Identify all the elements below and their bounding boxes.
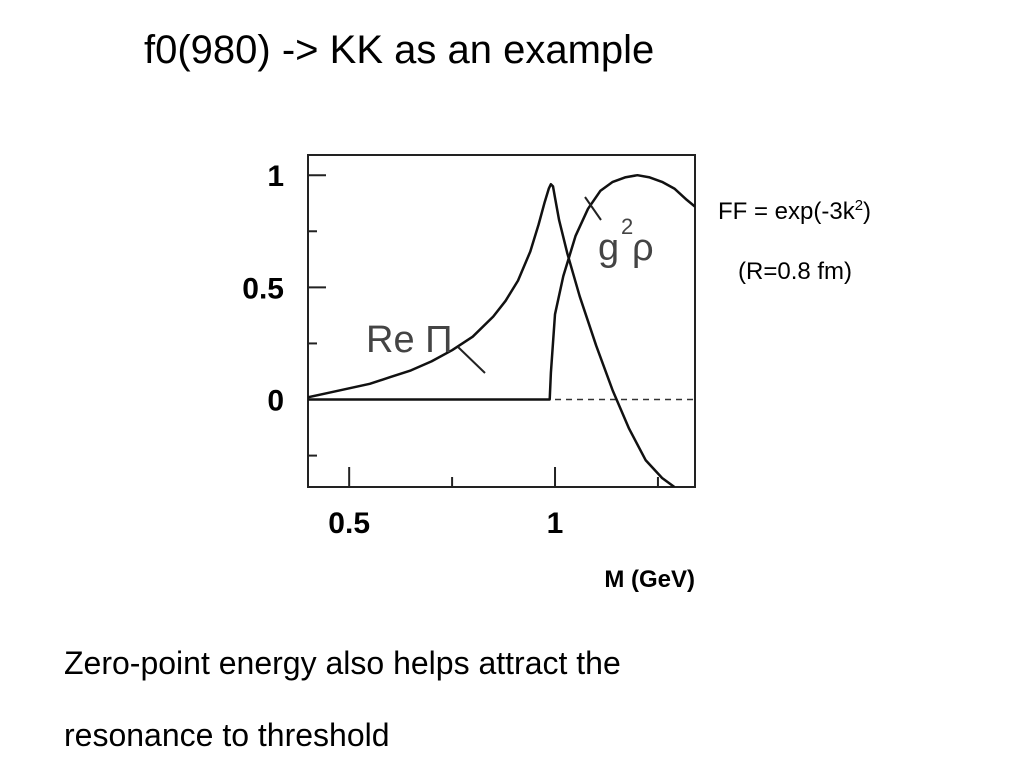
y-tick-label: 0.5 [242, 272, 284, 305]
re-pi-label: Re Π [366, 319, 453, 361]
y-tick-label: 1 [267, 160, 284, 193]
formula-exponent: 2 [854, 197, 864, 214]
formula-text: FF = exp(-3k [718, 198, 855, 225]
re-pi-leader-line [457, 346, 486, 374]
body-text-line-2: resonance to threshold [64, 717, 390, 753]
formula-close: ) [863, 198, 872, 225]
g2rho-curve [308, 173, 695, 401]
g2rho-label-rho: ρ [632, 227, 654, 269]
g2rho-label: g [598, 227, 619, 269]
form-factor-formula: FF = exp(-3k2) [718, 196, 871, 228]
plot-frame [307, 154, 696, 488]
y-tick-label: 0 [267, 385, 284, 418]
g2rho-label-exponent: 2 [621, 214, 633, 239]
body-text-line-1: Zero-point energy also helps attract the [64, 645, 621, 681]
x-tick-label: 0.5 [328, 507, 370, 540]
x-axis-title: M (GeV) [604, 566, 695, 593]
g2rho-leader-line [584, 196, 602, 221]
chart: 0 0.5 1 0.5 1 M (GeV) Re Π g2ρ [242, 154, 696, 593]
x-tick-label: 1 [547, 507, 564, 540]
re-pi-curve [308, 182, 676, 487]
slide-title: f0(980) -> KK as an example [144, 28, 655, 72]
radius-note: (R=0.8 fm) [738, 258, 853, 285]
